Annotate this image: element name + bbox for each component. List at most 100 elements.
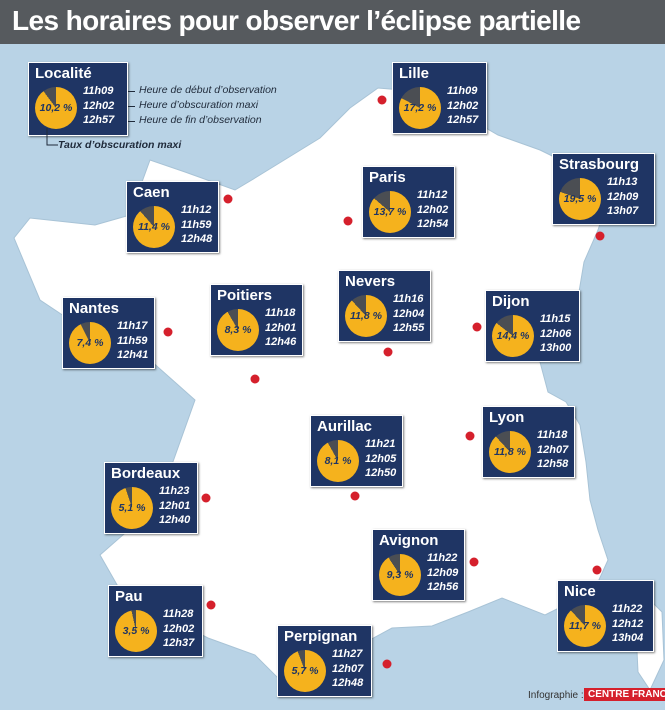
legend-rate-pointer <box>46 128 58 146</box>
city-box-lille: Lille 17,2 % 11h09 12h02 12h57 <box>392 62 487 134</box>
observation-times: 11h09 12h02 12h57 <box>447 84 478 128</box>
city-name: Nice <box>564 583 596 600</box>
legend-end-time: 12h57 <box>83 114 115 126</box>
obscuration-percent: 3,5 % <box>122 625 150 637</box>
observation-times: 11h18 12h07 12h58 <box>537 428 568 472</box>
observation-times: 11h18 12h01 12h46 <box>265 306 296 350</box>
end-time: 13h07 <box>607 205 639 217</box>
end-time: 13h00 <box>540 342 572 354</box>
legend-end-label: Heure de fin d’observation <box>139 114 262 126</box>
obscuration-percent: 14,4 % <box>496 330 530 342</box>
max-time: 12h12 <box>612 617 644 630</box>
city-dot-caen <box>223 194 233 204</box>
observation-times: 11h22 12h12 13h04 <box>612 602 643 646</box>
start-time: 11h23 <box>159 485 190 497</box>
legend-dash-end <box>128 121 135 122</box>
start-time: 11h21 <box>365 438 396 450</box>
obscuration-percent: 11,4 % <box>138 221 170 233</box>
legend-obscuration-pie <box>35 87 77 129</box>
observation-times: 11h23 12h01 12h40 <box>159 484 190 528</box>
observation-times: 11h13 12h09 13h07 <box>607 175 638 219</box>
obscuration-percent: 7,4 % <box>76 337 104 349</box>
obscuration-pie <box>379 554 421 596</box>
end-time: 12h56 <box>427 581 459 593</box>
max-time: 12h01 <box>265 321 297 334</box>
end-time: 12h54 <box>417 218 449 230</box>
max-time: 12h02 <box>163 622 195 635</box>
max-time: 12h07 <box>537 443 569 456</box>
obscuration-pie <box>369 191 411 233</box>
legend-dash-start <box>128 91 135 92</box>
city-dot-poitiers <box>250 374 260 384</box>
obscuration-pie <box>284 650 326 692</box>
max-time: 11h59 <box>117 334 148 347</box>
city-name: Lille <box>399 65 430 82</box>
start-time: 11h09 <box>447 85 478 97</box>
start-time: 11h13 <box>607 176 638 188</box>
legend-max-time: 12h02 <box>83 99 115 112</box>
start-time: 11h15 <box>540 313 571 325</box>
city-box-aurillac: Aurillac 8,1 % 11h21 12h05 12h50 <box>310 415 403 487</box>
start-time: 11h12 <box>181 204 212 216</box>
city-box-caen: Caen 11,4 % 11h12 11h59 12h48 <box>126 181 219 253</box>
france-land <box>13 87 609 693</box>
city-name: Aurillac <box>317 418 373 435</box>
city-box-bordeaux: Bordeaux 5,1 % 11h23 12h01 12h40 <box>104 462 198 534</box>
city-dot-pau <box>206 600 216 610</box>
obscuration-percent: 11,8 % <box>494 446 526 458</box>
obscuration-pie <box>133 206 175 248</box>
city-box-strasbourg: Strasbourg 19,5 % 11h13 12h09 13h07 <box>552 153 655 225</box>
end-time: 12h41 <box>117 349 149 361</box>
city-name: Pau <box>115 588 143 605</box>
obscuration-percent: 5,1 % <box>118 502 146 514</box>
end-time: 12h46 <box>265 336 297 348</box>
obscuration-pie <box>317 440 359 482</box>
city-name: Poitiers <box>217 287 273 304</box>
city-dot-perpignan <box>382 659 392 669</box>
city-box-perpignan: Perpignan 5,7 % 11h27 12h07 12h48 <box>277 625 372 697</box>
legend-max-label: Heure d’obscuration maxi <box>139 99 259 111</box>
city-dot-avignon <box>469 557 479 567</box>
start-time: 11h18 <box>265 307 296 319</box>
city-dot-nantes <box>163 327 173 337</box>
city-dot-strasbourg <box>595 231 605 241</box>
obscuration-percent: 19,5 % <box>563 193 597 205</box>
legend-times: 11h09 12h02 12h57 <box>83 84 114 128</box>
max-time: 12h09 <box>427 566 459 579</box>
start-time: 11h22 <box>612 603 643 615</box>
obscuration-percent: 8,1 % <box>324 455 352 467</box>
title-bar: Les horaires pour observer l’éclipse par… <box>0 0 665 44</box>
city-name: Paris <box>369 169 406 186</box>
end-time: 12h48 <box>332 677 364 689</box>
obscuration-pie <box>115 610 157 652</box>
city-box-nevers: Nevers 11,8 % 11h16 12h04 12h55 <box>338 270 431 342</box>
obscuration-pie <box>217 309 259 351</box>
legend-start-time: 11h09 <box>83 85 114 97</box>
city-box-avignon: Avignon 9,3 % 11h22 12h09 12h56 <box>372 529 465 601</box>
start-time: 11h16 <box>393 293 424 305</box>
city-box-lyon: Lyon 11,8 % 11h18 12h07 12h58 <box>482 406 575 478</box>
legend-box: Localité 10,2 % 11h09 12h02 12h57 <box>28 62 128 136</box>
city-name: Nantes <box>69 300 120 317</box>
max-time: 12h02 <box>417 203 449 216</box>
city-name: Strasbourg <box>559 156 640 173</box>
obscuration-pie <box>69 322 111 364</box>
start-time: 11h18 <box>537 429 568 441</box>
max-time: 12h02 <box>447 99 479 112</box>
max-time: 12h05 <box>365 452 397 465</box>
obscuration-percent: 8,3 % <box>224 324 252 336</box>
obscuration-pie <box>345 295 387 337</box>
city-dot-nevers <box>383 347 393 357</box>
end-time: 12h57 <box>447 114 479 126</box>
credit-brand: CENTRE FRANCE <box>584 688 665 701</box>
end-time: 12h48 <box>181 233 213 245</box>
obscuration-pie <box>111 487 153 529</box>
observation-times: 11h28 12h02 12h37 <box>163 607 194 651</box>
city-name: Dijon <box>492 293 530 310</box>
city-name: Nevers <box>345 273 396 290</box>
obscuration-pie <box>492 315 534 357</box>
city-name: Lyon <box>489 409 525 426</box>
obscuration-percent: 5,7 % <box>291 665 319 677</box>
city-dot-nice <box>592 565 602 575</box>
start-time: 11h27 <box>332 648 363 660</box>
